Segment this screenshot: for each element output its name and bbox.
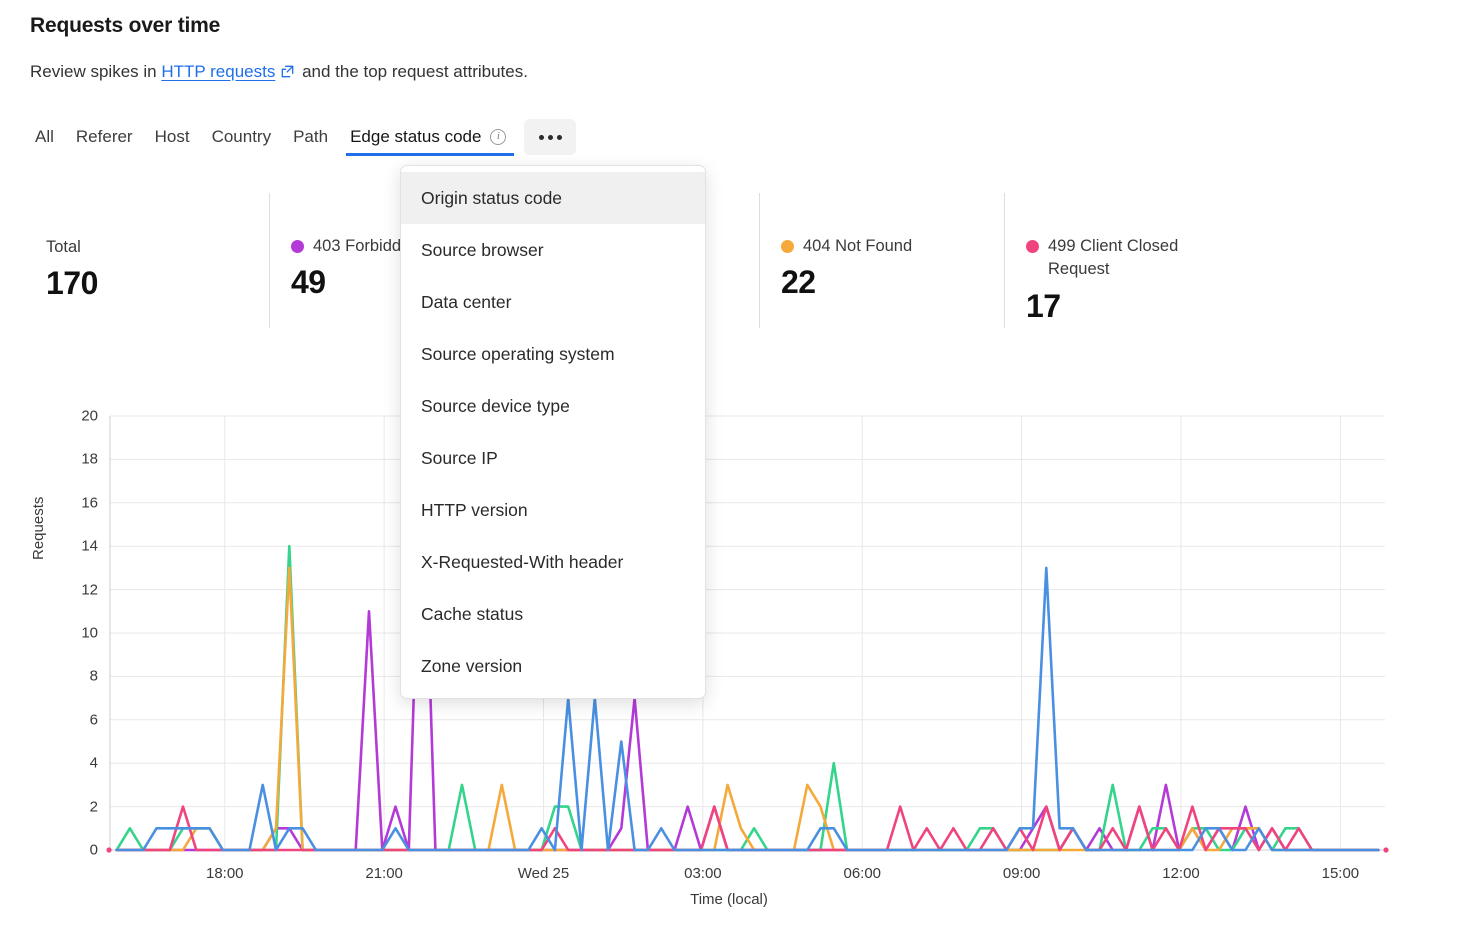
- y-axis-tick-label: 10: [81, 624, 98, 642]
- tab-label: Edge status code: [350, 127, 482, 146]
- stat-card: 404 Not Found 22: [759, 193, 1004, 328]
- requests-over-time-chart[interactable]: 0 2 4 6 8 10 12 14 16 18 20 18:00 21:00 Wed 25 03:00 06…: [0, 390, 1458, 940]
- series-line-301-moved-permanently: [115, 544, 1380, 852]
- y-axis-tick-label: 20: [81, 407, 98, 425]
- tab-host[interactable]: Host: [154, 127, 190, 146]
- y-axis-title: Requests: [30, 496, 47, 560]
- y-axis-tick-label: 18: [81, 450, 98, 468]
- tab-path[interactable]: Path: [293, 127, 329, 146]
- tab-all[interactable]: All: [35, 127, 54, 146]
- x-axis-tick-label: 15:00: [1321, 865, 1360, 882]
- menu-item-zone-version[interactable]: Zone version: [421, 656, 523, 676]
- x-axis-tick-label: 21:00: [365, 865, 403, 882]
- info-icon[interactable]: i: [490, 129, 507, 145]
- y-axis-tick-label: 14: [81, 537, 98, 555]
- chart-canvas: [106, 415, 1389, 853]
- x-axis-title: Time (local): [690, 891, 768, 908]
- series-line-403-forbidden: [115, 436, 1380, 852]
- x-axis-tick-label: 18:00: [205, 865, 244, 882]
- subtitle-text-after: and the top request attributes.: [297, 62, 528, 81]
- y-axis-tick-label: 12: [81, 581, 98, 599]
- menu-item-x-requested-with-header[interactable]: X-Requested-With header: [421, 552, 624, 572]
- x-axis-tick-label: 09:00: [1002, 865, 1041, 882]
- stat-label-row: Total: [46, 193, 216, 259]
- page-title: Requests over time: [30, 14, 221, 37]
- stat-value: 17: [1026, 287, 1061, 324]
- y-axis-tick-label: 2: [89, 798, 98, 816]
- y-axis-tick-label: 0: [89, 841, 98, 859]
- stat-label: Total: [46, 238, 81, 256]
- subtitle-text-before: Review spikes in: [30, 62, 162, 81]
- x-axis-tick-label: Wed 25: [517, 865, 570, 882]
- stat-label-row: 403 Forbidden: [291, 193, 461, 258]
- stat-label-row: 404 Not Found: [781, 193, 951, 258]
- stat-label: 499 Client Closed Request: [1048, 237, 1179, 279]
- external-link-icon: [281, 65, 294, 78]
- ellipsis-icon-dot: [538, 134, 544, 140]
- tab-referer[interactable]: Referer: [75, 127, 133, 146]
- legend-dot: [781, 240, 794, 253]
- series-line-other: [115, 566, 1380, 852]
- menu-item-http-version[interactable]: HTTP version: [421, 500, 528, 520]
- y-axis-tick-label: 4: [89, 754, 98, 772]
- series-endpoint-marker: [1383, 847, 1389, 853]
- legend-dot: [291, 240, 304, 253]
- series-endpoint-marker: [106, 847, 112, 853]
- more-attributes-button[interactable]: [524, 119, 577, 155]
- stat-value: 49: [291, 264, 326, 301]
- http-requests-link[interactable]: HTTP requests: [161, 62, 276, 81]
- stat-label: 404 Not Found: [803, 237, 913, 255]
- attribute-tabbar: All Referer Host Country Path Edge status cod…: [24, 118, 577, 156]
- ellipsis-icon-dot: [547, 134, 553, 140]
- series-line-499-client-closed-request: [115, 805, 1380, 852]
- stat-card: 499 Client Closed Request 17: [1004, 193, 1249, 328]
- legend-dot: [1026, 240, 1039, 253]
- attribute-dropdown-menu[interactable]: Origin status code Source browser Data cen…: [400, 165, 706, 699]
- y-axis-tick-label: 6: [89, 711, 98, 729]
- stat-label-row: 499 Client Closed Request: [1026, 193, 1196, 282]
- tab-edge-status-code[interactable]: Edge status code i: [339, 118, 517, 156]
- menu-item-source-ip[interactable]: Source IP: [421, 448, 498, 468]
- menu-item-cache-status[interactable]: Cache status: [421, 604, 524, 624]
- stat-card: Total 170: [24, 193, 269, 328]
- stat-value: 170: [46, 265, 98, 302]
- series-line-404-not-found: [115, 566, 1380, 852]
- menu-item-origin-status-code[interactable]: Origin status code: [401, 172, 705, 224]
- menu-item-data-center[interactable]: Data center: [421, 292, 512, 312]
- page-subtitle: Review spikes in HTTP requests and the t…: [30, 62, 528, 82]
- ellipsis-icon-dot: [556, 134, 562, 140]
- x-axis-tick-label: 06:00: [843, 865, 882, 882]
- menu-item-source-operating-system[interactable]: Source operating system: [421, 344, 615, 364]
- stat-value: 22: [781, 264, 816, 301]
- tab-country[interactable]: Country: [211, 127, 272, 146]
- menu-item-source-device-type[interactable]: Source device type: [421, 396, 570, 416]
- x-axis-tick-label: 12:00: [1162, 865, 1200, 882]
- y-axis-tick-label: 8: [89, 667, 98, 685]
- menu-item-source-browser[interactable]: Source browser: [421, 240, 544, 260]
- y-axis-tick-label: 16: [81, 494, 98, 512]
- stat-label: 403 Forbidden: [313, 237, 420, 255]
- x-axis-tick-label: 03:00: [684, 865, 722, 882]
- stat-card: 403 Forbidden 49: [269, 193, 514, 328]
